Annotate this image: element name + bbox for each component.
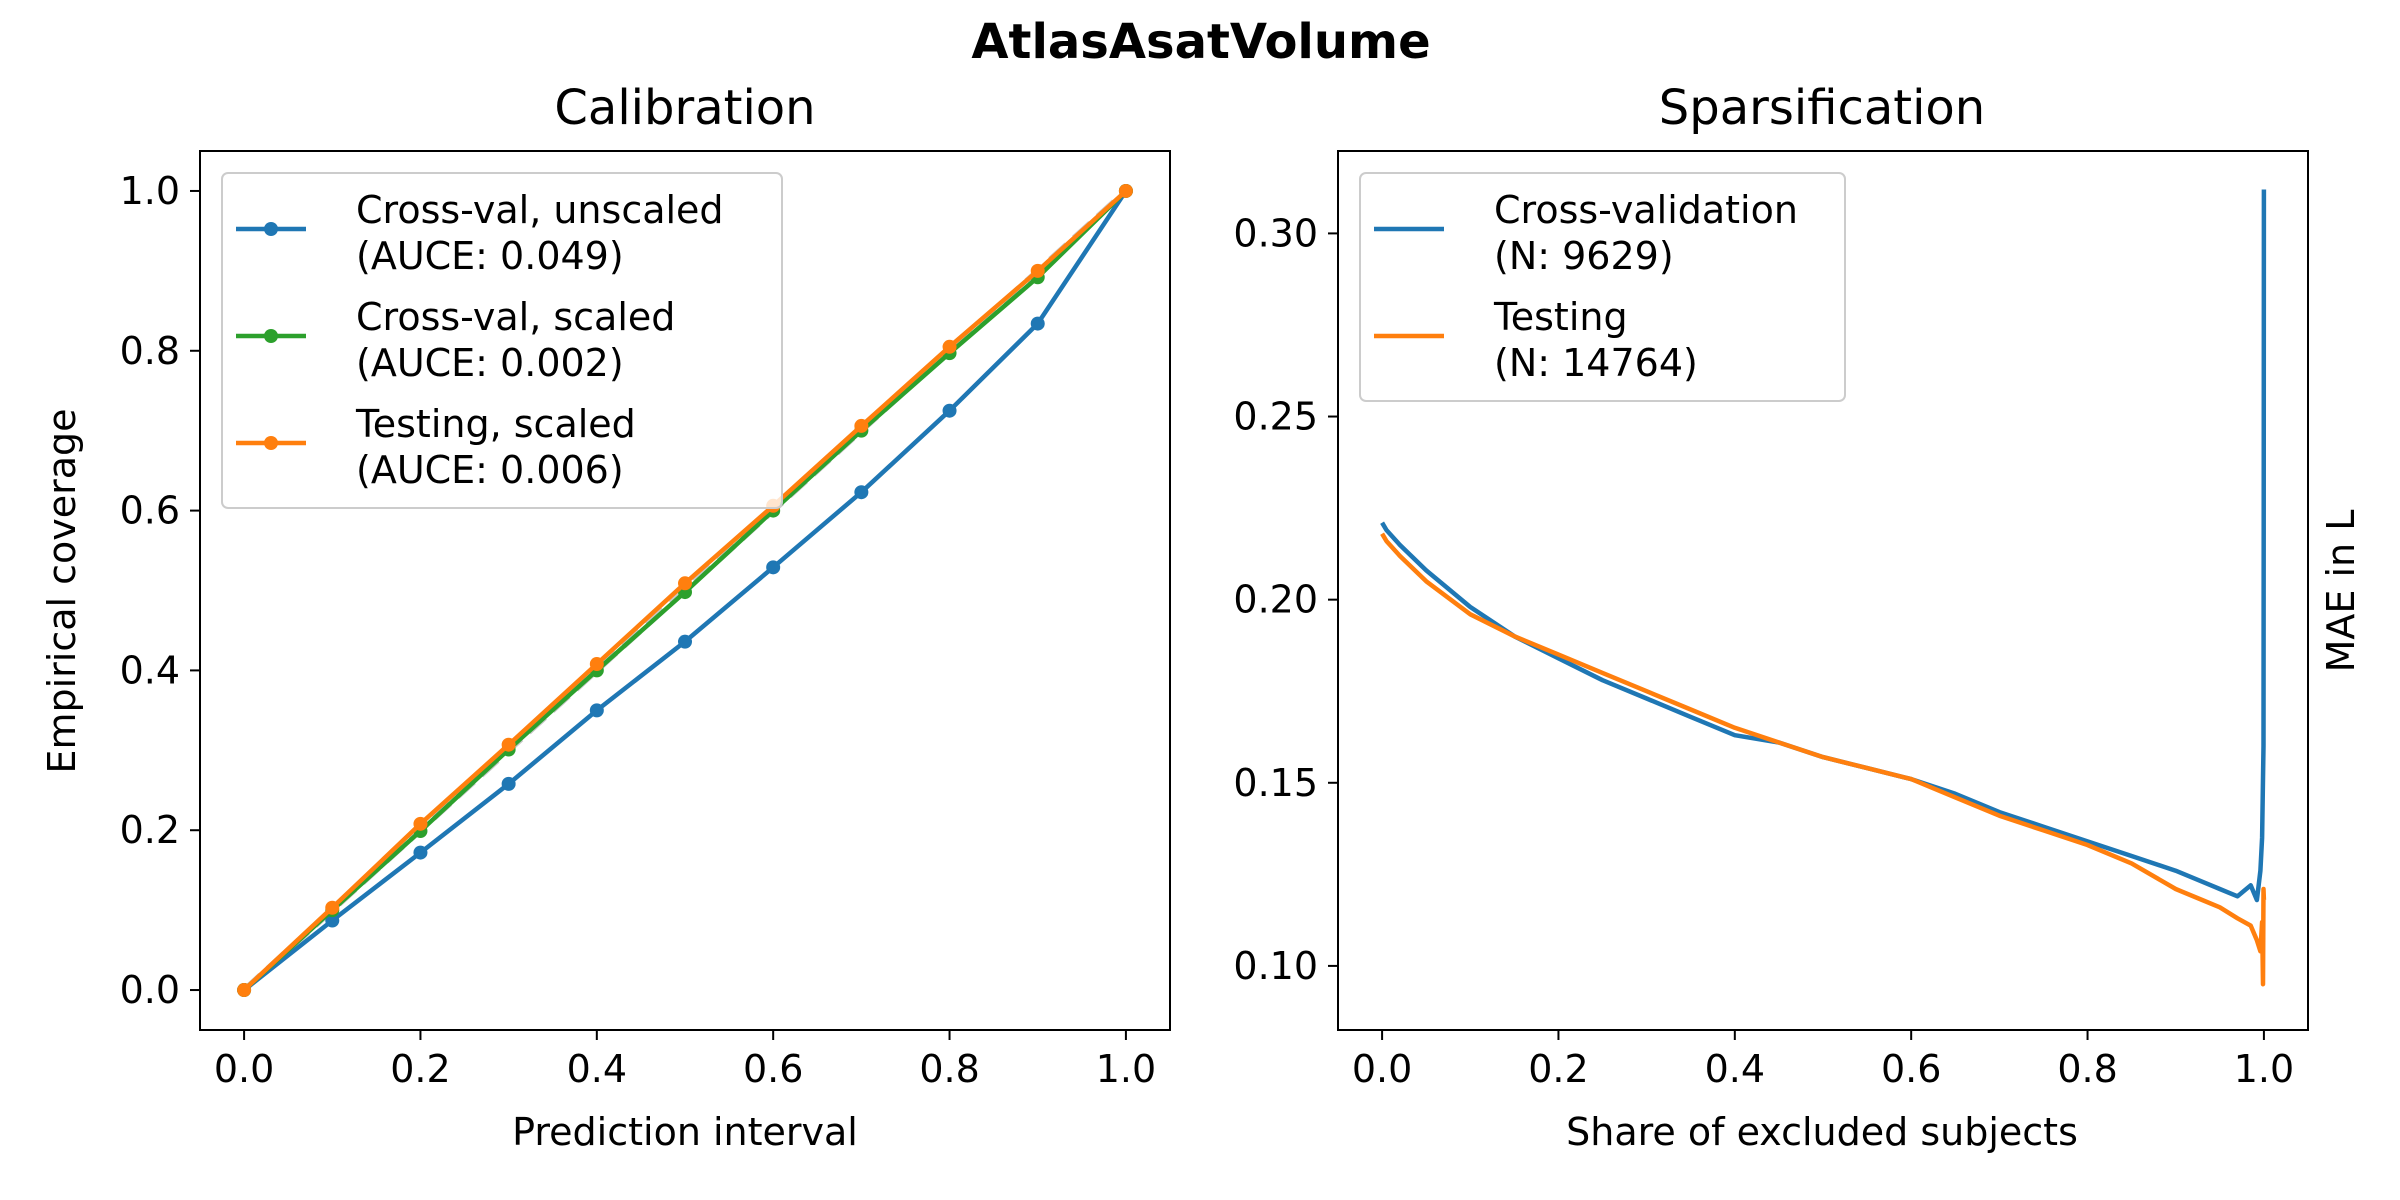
sparsification-title: Sparsification <box>1659 80 1985 136</box>
calibration-series-point-2 <box>413 816 428 831</box>
calibration-series-point-2 <box>678 576 692 591</box>
calibration-series-point-2 <box>237 983 252 998</box>
sparsification-x-tick-label: 1.0 <box>2234 1047 2294 1091</box>
sparsification-y-tick-label: 0.25 <box>1233 395 1318 439</box>
calibration-series-point-0 <box>1030 316 1045 331</box>
sparsification-x-tick-label: 0.2 <box>1528 1047 1588 1091</box>
sparsification-axes-frame <box>1337 150 2309 1031</box>
calibration-series-point-0 <box>766 560 781 575</box>
sparsification-x-tick-label: 0.4 <box>1705 1047 1765 1091</box>
sparsification-y-tick-label: 0.30 <box>1233 211 1318 255</box>
calibration-x-tick-label: 0.8 <box>919 1047 979 1091</box>
sparsification-legend-label-1: Testing <box>1493 295 1628 339</box>
sparsification-y-label: MAE in L <box>2319 510 2363 673</box>
calibration-x-tick-label: 0.0 <box>214 1047 274 1091</box>
calibration-y-tick-label: 0.8 <box>120 329 180 373</box>
sparsification-y-tick-label: 0.10 <box>1233 944 1318 988</box>
calibration-x-tick-label: 0.4 <box>567 1047 627 1091</box>
calibration-legend-label-1: Cross-val, scaled <box>356 295 675 339</box>
calibration-series-point-0 <box>942 403 957 418</box>
sparsification-plot: 0.0 0.2 0.4 0.6 0.8 1.0 0.10 0.15 0.20 0.25 0.30 Cr… <box>1233 150 2309 1091</box>
calibration-series-point-0 <box>854 485 869 500</box>
calibration-series-point-2 <box>325 900 340 915</box>
calibration-plot: 0.0 0.2 0.4 0.6 0.8 1.0 0.0 0.2 0.4 0.6 0.8 1.0 Cros… <box>120 150 1171 1091</box>
calibration-series-point-0 <box>413 845 428 860</box>
sparsification-y-tick-label: 0.20 <box>1233 578 1318 622</box>
calibration-series-point-2 <box>854 418 869 433</box>
calibration-series-point-2 <box>1030 263 1045 278</box>
calibration-legend-marker-1 <box>264 329 278 343</box>
calibration-y-tick-label: 0.2 <box>120 808 180 852</box>
calibration-y-tick-label: 0.0 <box>120 968 180 1012</box>
sparsification-legend-sublabel-0: (N: 9629) <box>1494 234 1674 278</box>
calibration-legend-sublabel-2: (AUCE: 0.006) <box>356 448 624 492</box>
figure-title: AtlasAsatVolume <box>971 14 1430 70</box>
calibration-x-label: Prediction interval <box>512 1110 858 1154</box>
calibration-legend-sublabel-1: (AUCE: 0.002) <box>356 341 624 385</box>
calibration-series-point-2 <box>589 657 604 672</box>
calibration-series-point-0 <box>678 634 692 649</box>
calibration-series-point-0 <box>589 703 604 718</box>
calibration-series-point-2 <box>501 737 516 752</box>
calibration-legend <box>221 172 783 509</box>
sparsification-x-tick-label: 0.6 <box>1881 1047 1941 1091</box>
calibration-y-label: Empirical coverage <box>40 408 84 773</box>
calibration-legend-label-2: Testing, scaled <box>355 402 636 446</box>
calibration-legend-sublabel-0: (AUCE: 0.049) <box>356 234 624 278</box>
sparsification-legend-label-0: Cross-validation <box>1494 188 1798 232</box>
calibration-y-tick-label: 0.4 <box>120 648 180 692</box>
calibration-y-tick-label: 0.6 <box>120 489 180 533</box>
calibration-x-tick-label: 0.2 <box>390 1047 450 1091</box>
calibration-series-point-2 <box>942 339 957 354</box>
calibration-legend-label-0: Cross-val, unscaled <box>356 188 724 232</box>
calibration-series-point-2 <box>1118 183 1133 198</box>
calibration-axes-frame <box>199 150 1171 1031</box>
sparsification-x-tick-label: 0.0 <box>1352 1047 1412 1091</box>
sparsification-legend-sublabel-1: (N: 14764) <box>1494 341 1698 385</box>
calibration-legend-marker-0 <box>264 222 278 236</box>
calibration-title: Calibration <box>554 80 815 136</box>
sparsification-y-tick-label: 0.15 <box>1233 761 1318 805</box>
calibration-legend-marker-2 <box>264 436 278 450</box>
calibration-series-point-0 <box>325 913 340 928</box>
calibration-x-tick-label: 0.6 <box>743 1047 803 1091</box>
calibration-y-tick-label: 1.0 <box>120 169 180 213</box>
sparsification-series-line-1 <box>1380 532 2267 987</box>
sparsification-x-tick-label: 0.8 <box>2057 1047 2117 1091</box>
calibration-x-tick-label: 1.0 <box>1096 1047 1156 1091</box>
sparsification-x-label: Share of excluded subjects <box>1566 1110 2078 1154</box>
sparsification-legend <box>1359 172 1846 402</box>
calibration-series-point-0 <box>501 776 516 791</box>
